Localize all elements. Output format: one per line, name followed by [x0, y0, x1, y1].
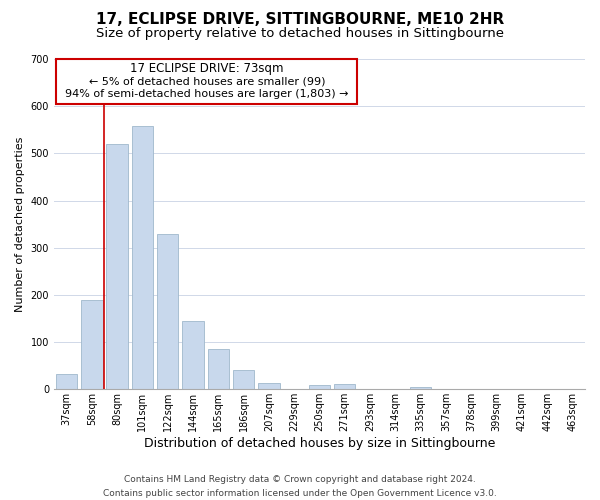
Bar	[81, 300, 103, 390]
Bar	[56, 59, 358, 104]
Text: 94% of semi-detached houses are larger (1,803) →: 94% of semi-detached houses are larger (…	[65, 89, 349, 99]
Text: Contains HM Land Registry data © Crown copyright and database right 2024.
Contai: Contains HM Land Registry data © Crown c…	[103, 476, 497, 498]
Y-axis label: Number of detached properties: Number of detached properties	[15, 136, 25, 312]
Text: 17 ECLIPSE DRIVE: 73sqm: 17 ECLIPSE DRIVE: 73sqm	[130, 62, 284, 76]
Text: ← 5% of detached houses are smaller (99): ← 5% of detached houses are smaller (99)	[89, 76, 325, 86]
Text: Size of property relative to detached houses in Sittingbourne: Size of property relative to detached ho…	[96, 28, 504, 40]
Bar	[334, 384, 355, 390]
X-axis label: Distribution of detached houses by size in Sittingbourne: Distribution of detached houses by size …	[144, 437, 495, 450]
Bar	[157, 234, 178, 390]
Bar	[258, 382, 280, 390]
Bar	[309, 385, 330, 390]
Bar	[106, 144, 128, 390]
Text: 17, ECLIPSE DRIVE, SITTINGBOURNE, ME10 2HR: 17, ECLIPSE DRIVE, SITTINGBOURNE, ME10 2…	[96, 12, 504, 28]
Bar	[233, 370, 254, 390]
Bar	[208, 348, 229, 390]
Bar	[410, 388, 431, 390]
Bar	[182, 322, 204, 390]
Bar	[131, 126, 153, 390]
Bar	[56, 374, 77, 390]
